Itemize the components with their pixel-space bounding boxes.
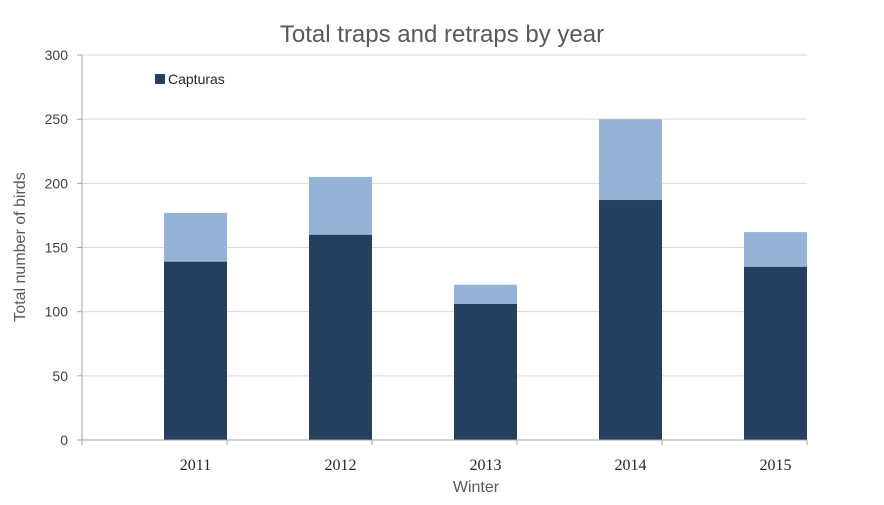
x-axis-title: Winter [453,479,500,496]
legend: Capturas [155,71,225,87]
y-tick-label-300: 300 [45,47,69,63]
bars [164,119,807,440]
bar-2013-segment-2 [454,284,517,304]
legend-label-capturas: Capturas [168,71,225,87]
bar-2012-segment-2 [309,176,372,235]
x-tick-label-2013: 2013 [470,457,502,474]
y-axis-title: Total number of birds [12,172,29,321]
bar-2015-capturas [744,266,807,440]
bar-2011-segment-2 [164,212,227,262]
legend-swatch-capturas [155,74,165,84]
y-tick-label-250: 250 [45,111,69,127]
y-tick-label-150: 150 [45,240,69,256]
bar-2011-capturas [164,261,227,440]
chart-title: Total traps and retraps by year [280,21,604,48]
bar-2014-segment-2 [599,119,662,201]
x-tick-labels: 2011 2012 2013 2014 2015 [180,457,792,474]
y-tick-label-0: 0 [60,432,68,448]
x-tick-label-2014: 2014 [615,457,647,474]
y-tick-label-50: 50 [52,368,68,384]
y-tick-label-200: 200 [45,175,69,191]
axes [77,54,808,445]
y-tick-label-100: 100 [45,304,69,320]
bar-2013-capturas [454,303,517,440]
bar-2015-segment-2 [744,232,807,267]
bar-2012-capturas [309,234,372,440]
y-tick-labels: 0 50 100 150 200 250 300 [45,47,69,448]
bar-2014-capturas [599,200,662,440]
x-tick-label-2011: 2011 [180,457,211,474]
x-tick-label-2012: 2012 [325,457,357,474]
x-tick-label-2015: 2015 [760,457,792,474]
